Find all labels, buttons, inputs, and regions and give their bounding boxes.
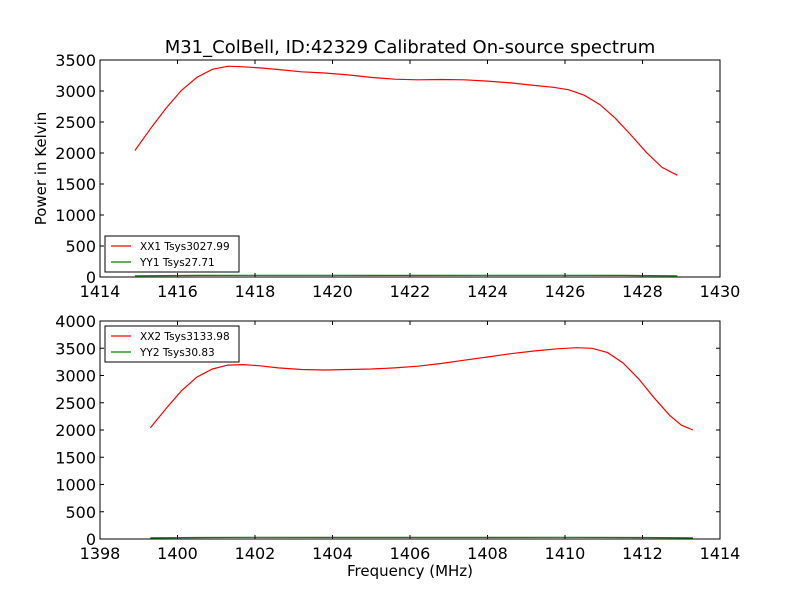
y-tick-label: 2500 — [55, 394, 96, 413]
y-tick-label: 2000 — [55, 421, 96, 440]
x-tick-label: 1426 — [545, 282, 586, 301]
y-tick-label: 4000 — [55, 312, 96, 331]
y-tick-label: 3000 — [55, 367, 96, 386]
legend-entry: YY1 Tsys27.71 — [139, 257, 215, 269]
series-line-xx1 — [134, 65, 678, 176]
series-line-yy2 — [150, 536, 693, 539]
series-line-xx2 — [149, 347, 694, 431]
y-tick-label: 1000 — [55, 476, 96, 495]
legend-box — [104, 325, 240, 363]
x-tick-label: 1400 — [157, 544, 198, 563]
y-tick-label: 1000 — [55, 206, 96, 225]
y-tick-label: 3500 — [55, 51, 96, 70]
legend: XX1 Tsys3027.99 YY1 Tsys27.71 — [104, 235, 240, 273]
y-tick-label: 3500 — [55, 339, 96, 358]
y-tick-label: 2000 — [55, 144, 96, 163]
legend: XX2 Tsys3133.98 YY2 Tsys30.83 — [104, 325, 240, 363]
x-tick-label: 1410 — [545, 544, 586, 563]
y-tick-label: 0 — [86, 268, 96, 287]
x-tick-label: 1398 — [80, 544, 121, 563]
x-axis-title: Frequency (MHz) — [347, 562, 473, 580]
legend-entry: XX2 Tsys3133.98 — [140, 331, 230, 343]
x-tick-label: 1430 — [700, 282, 741, 301]
x-tick-label: 1418 — [235, 282, 276, 301]
x-tick-label: 1412 — [622, 544, 663, 563]
top-panel: 1414 1416 1418 1420 1422 1424 1426 1428 1430 0 500… — [32, 51, 740, 301]
x-tick-label: 1416 — [157, 282, 198, 301]
y-axis-title: Power in Kelvin — [32, 112, 50, 226]
series-line-yy1 — [134, 274, 678, 277]
x-tick-label: 1414 — [80, 282, 121, 301]
y-tick-label: 2500 — [55, 113, 96, 132]
legend-entry: XX1 Tsys3027.99 — [140, 241, 230, 253]
y-tick-label: 1500 — [55, 448, 96, 467]
y-tick-label: 3000 — [55, 82, 96, 101]
x-tick-label: 1414 — [700, 544, 741, 563]
x-tick-label: 1422 — [390, 282, 431, 301]
figure-title: M31_ColBell, ID:42329 Calibrated On-sour… — [165, 37, 656, 58]
y-tick-label: 0 — [86, 530, 96, 549]
x-tick-label: 1404 — [312, 544, 353, 563]
x-tick-label: 1428 — [622, 282, 663, 301]
legend-entry: YY2 Tsys30.83 — [139, 347, 215, 359]
x-tick-label: 1420 — [312, 282, 353, 301]
legend-box — [104, 235, 240, 273]
y-tick-label: 500 — [65, 237, 96, 256]
y-tick-label: 1500 — [55, 175, 96, 194]
y-tick-label: 500 — [65, 503, 96, 522]
x-tick-label: 1406 — [390, 544, 431, 563]
x-tick-label: 1424 — [467, 282, 508, 301]
bottom-panel: 1398 1400 1402 1404 1406 1408 1410 1412 1414 0 500… — [55, 312, 740, 580]
x-tick-label: 1408 — [467, 544, 508, 563]
x-tick-label: 1402 — [235, 544, 276, 563]
